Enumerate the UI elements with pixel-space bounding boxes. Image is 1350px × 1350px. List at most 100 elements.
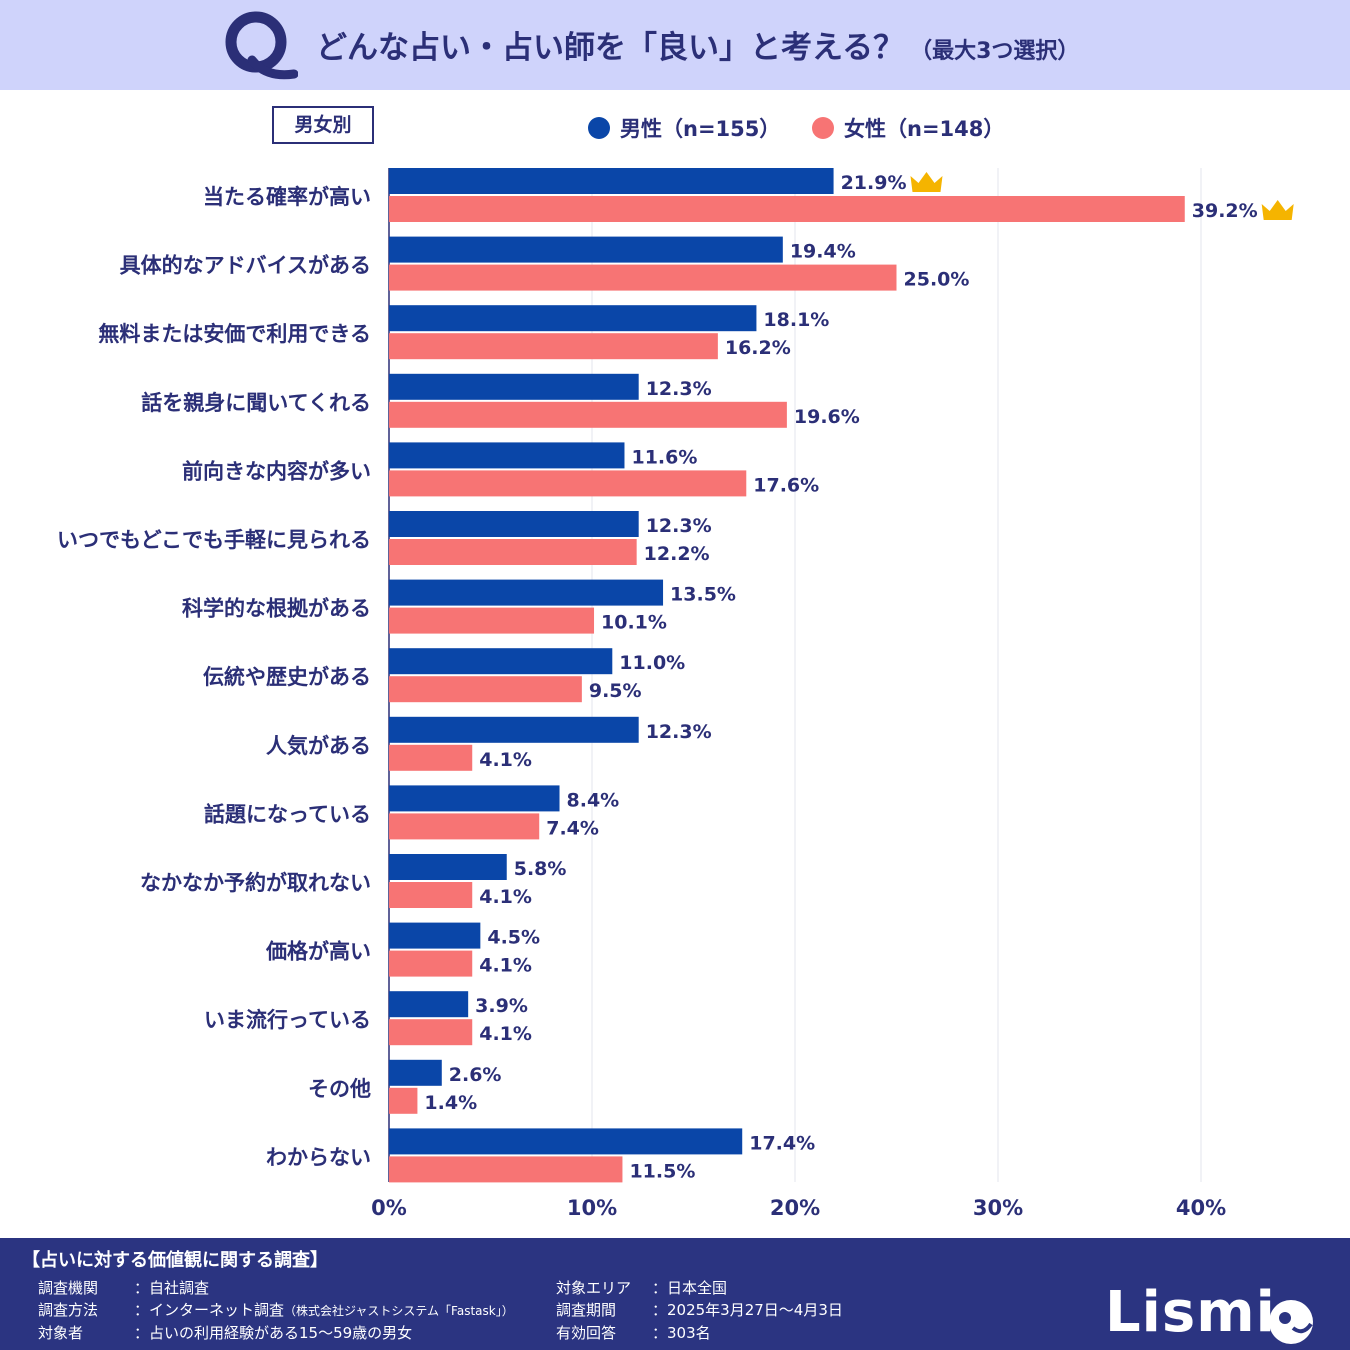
info-label: 対象者 bbox=[38, 1324, 84, 1342]
data-label-female: 17.6% bbox=[753, 474, 819, 496]
info-value: ：占いの利用経験がある15～59歳の男女 bbox=[134, 1324, 413, 1342]
data-label-female: 11.5% bbox=[629, 1160, 695, 1182]
bar-male bbox=[389, 305, 757, 332]
category-label: 具体的なアドバイスがある bbox=[120, 254, 371, 278]
category-label: 話題になっている bbox=[204, 802, 371, 826]
lismi-logo: Lismi bbox=[1105, 1280, 1276, 1345]
data-label-male: 2.6% bbox=[449, 1064, 502, 1086]
bar-female bbox=[389, 470, 747, 497]
data-label-female: 1.4% bbox=[424, 1092, 477, 1114]
data-label-female: 19.6% bbox=[794, 406, 860, 428]
x-tick-label: 10% bbox=[567, 1196, 617, 1220]
bar-male bbox=[389, 1128, 743, 1155]
category-label: 価格が高い bbox=[265, 940, 371, 964]
bar-male bbox=[389, 168, 834, 194]
bar-female bbox=[389, 676, 582, 703]
info-value: ：2025年3月27日～4月3日 bbox=[652, 1301, 843, 1319]
info-row-method-org: 調査機関 ：自社調査 bbox=[38, 1277, 209, 1298]
data-label-male: 18.1% bbox=[763, 309, 829, 331]
header-band: どんな占い・占い師を「良い」と考える？ （最大3つ選択） bbox=[0, 0, 1350, 90]
x-tick-label: 20% bbox=[770, 1196, 820, 1220]
data-label-male: 12.3% bbox=[646, 378, 712, 400]
data-label-male: 5.8% bbox=[514, 858, 567, 880]
bar-male bbox=[389, 854, 507, 880]
crown-icon bbox=[910, 172, 943, 192]
info-label: 調査機関 bbox=[38, 1279, 99, 1297]
info-row-target: 対象者 ：占いの利用経験がある15～59歳の男女 bbox=[38, 1322, 412, 1343]
data-label-female: 4.1% bbox=[479, 886, 532, 908]
category-label: 人気がある bbox=[266, 734, 371, 758]
info-value: ：日本全国 bbox=[652, 1279, 728, 1297]
data-label-male: 12.3% bbox=[646, 515, 712, 537]
data-label-female: 39.2% bbox=[1192, 200, 1258, 222]
data-label-male: 17.4% bbox=[749, 1132, 815, 1154]
category-label: 前向きな内容が多い bbox=[182, 459, 371, 483]
bar-male bbox=[389, 373, 639, 400]
bar-male bbox=[389, 1059, 442, 1086]
category-label: いま流行っている bbox=[204, 1008, 371, 1032]
data-label-female: 10.1% bbox=[601, 612, 667, 634]
data-label-female: 9.5% bbox=[589, 680, 642, 702]
data-label-female: 16.2% bbox=[725, 337, 791, 359]
category-label: なかなか予約が取れない bbox=[140, 871, 371, 895]
data-label-male: 8.4% bbox=[567, 789, 620, 811]
category-label: 無料または安価で利用できる bbox=[98, 322, 371, 346]
legend-male: 男性（n=155） bbox=[588, 113, 780, 143]
category-label: 伝統や歴史がある bbox=[203, 665, 371, 689]
bar-female bbox=[389, 1019, 473, 1046]
data-label-female: 4.1% bbox=[479, 1023, 532, 1045]
logo-mascot-icon bbox=[1269, 1300, 1313, 1344]
bar-male bbox=[389, 442, 625, 469]
data-label-female: 7.4% bbox=[546, 817, 599, 839]
bar-male bbox=[389, 579, 664, 606]
crown-icon bbox=[1261, 200, 1294, 220]
legend-male-label: 男性（n=155） bbox=[620, 117, 781, 141]
bar-female bbox=[389, 607, 595, 634]
bar-female bbox=[389, 882, 473, 908]
data-label-male: 3.9% bbox=[475, 995, 528, 1017]
bar-male bbox=[389, 648, 613, 675]
bar-male bbox=[389, 236, 783, 263]
data-label-female: 12.2% bbox=[644, 543, 710, 565]
data-label-female: 4.1% bbox=[479, 749, 532, 771]
legend-female: 女性（n=148） bbox=[812, 113, 1004, 143]
info-row-method: 調査方法 ：インターネット調査（株式会社ジャストシステム「Fastask」） bbox=[38, 1299, 514, 1320]
info-label: 調査期間 bbox=[556, 1301, 617, 1319]
legend-female-swatch bbox=[812, 117, 834, 139]
category-label: わからない bbox=[266, 1145, 371, 1169]
title-text: どんな占い・占い師を「良い」と考える？ bbox=[316, 30, 905, 66]
q-letter-icon bbox=[225, 11, 298, 80]
x-tick-label: 40% bbox=[1176, 1196, 1226, 1220]
category-label: 科学的な根拠がある bbox=[182, 597, 371, 621]
info-row-area: 対象エリア ：日本全国 bbox=[556, 1277, 727, 1298]
data-label-female: 4.1% bbox=[479, 955, 532, 977]
bar-male bbox=[389, 922, 481, 949]
category-label: 当たる確率が高い bbox=[203, 185, 371, 209]
info-value: ：自社調査 bbox=[134, 1279, 210, 1297]
info-label: 対象エリア bbox=[556, 1279, 632, 1297]
title-note: （最大3つ選択） bbox=[910, 39, 1080, 64]
info-row-period: 調査期間 ：2025年3月27日～4月3日 bbox=[556, 1299, 843, 1320]
data-label-male: 11.6% bbox=[631, 446, 697, 468]
data-label-male: 21.9% bbox=[841, 172, 907, 194]
bar-female bbox=[389, 813, 540, 840]
data-label-male: 11.0% bbox=[619, 652, 685, 674]
category-label: いつでもどこでも手軽に見られる bbox=[57, 528, 371, 552]
category-label: その他 bbox=[308, 1077, 371, 1101]
bar-female bbox=[389, 401, 787, 428]
bar-male bbox=[389, 785, 560, 812]
info-value: ：インターネット調査 bbox=[134, 1301, 285, 1319]
bar-male bbox=[389, 511, 639, 537]
category-label: 話を親身に聞いてくれる bbox=[141, 391, 371, 415]
chart-title: どんな占い・占い師を「良い」と考える？ （最大3つ選択） bbox=[316, 22, 1079, 67]
legend-female-label: 女性（n=148） bbox=[844, 117, 1005, 141]
info-label: 有効回答 bbox=[556, 1324, 617, 1342]
survey-title: 【占いに対する価値観に関する調査】 bbox=[22, 1250, 328, 1271]
bar-chart: 0% 10% 20% 30% 40% 当たる確率が高い 21.9% 39.2% 具体的なアドバイ… bbox=[57, 168, 1294, 1220]
bar-female bbox=[389, 1156, 623, 1183]
bar-female bbox=[389, 1087, 418, 1114]
bar-female bbox=[389, 950, 473, 977]
bar-female bbox=[389, 333, 718, 360]
survey-footer: 【占いに対する価値観に関する調査】 調査機関 ：自社調査 調査方法 ：インターネット… bbox=[0, 1238, 1350, 1350]
data-label-male: 19.4% bbox=[790, 241, 856, 263]
